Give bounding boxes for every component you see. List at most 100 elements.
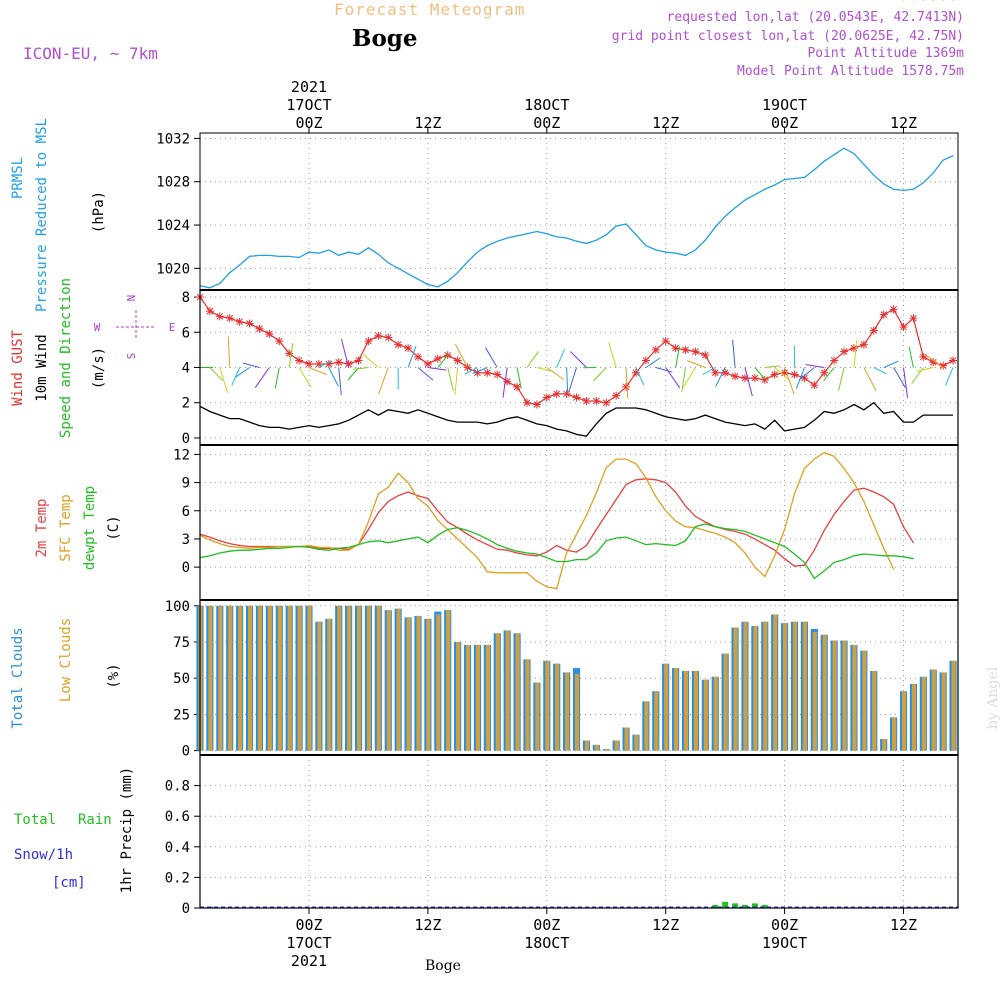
gust-marker: [631, 368, 640, 377]
wind-direction-arrow: [635, 367, 645, 386]
temp-2m-line-point: [268, 545, 270, 547]
temp-sfc-line-point: [407, 482, 409, 484]
temp-sfc-line-point: [288, 545, 290, 547]
bottom-hour-label: 00Z: [771, 916, 798, 934]
pressure-point: [942, 159, 944, 161]
wind-direction-arrow: [219, 367, 228, 393]
wind-direction-arrow: [308, 367, 328, 376]
temp-2m-line-point: [833, 514, 835, 516]
temp-sfc-line-point: [883, 547, 885, 549]
y-tick-label: 100: [165, 599, 190, 615]
gust-marker: [810, 381, 819, 390]
gust-marker: [374, 331, 383, 340]
header-title: Forecast Meteogram: [334, 0, 526, 19]
top-hour-label: 12Z: [890, 114, 917, 132]
location-title: Boge: [352, 25, 418, 52]
temp-dewpt-line-point: [932, 0, 934, 1]
gust-marker: [790, 370, 799, 379]
wind-direction-arrow: [883, 360, 899, 368]
temp-2m-line-point: [754, 538, 756, 540]
cloud-low-bar: [287, 605, 292, 751]
wind-direction-arrow: [347, 367, 359, 381]
pressure-point: [318, 252, 320, 254]
y-tick-label: 0: [182, 560, 190, 576]
pressure-point: [883, 183, 885, 185]
cloud-low-bar: [446, 610, 451, 751]
cloud-low-bar: [555, 663, 560, 751]
temp-dewpt-line-point: [903, 556, 905, 558]
wind-direction-arrow: [472, 367, 488, 374]
wind-direction-arrow: [516, 367, 522, 389]
gust-marker: [740, 374, 749, 383]
wind-direction-arrow: [254, 367, 270, 388]
wind-direction-arrow: [447, 367, 454, 391]
top-date-label: 18OCT: [524, 96, 569, 114]
temp-2m-line-point: [476, 539, 478, 541]
gust-marker: [879, 310, 888, 319]
gust-marker: [265, 330, 274, 339]
pressure-point: [566, 237, 568, 239]
temp-2m-line-point: [764, 544, 766, 546]
wind-direction-arrow: [340, 338, 350, 368]
temp-sfc-line-point: [625, 458, 627, 460]
pressure-point: [754, 194, 756, 196]
temp-sfc-line-point: [635, 463, 637, 465]
pressure-point: [912, 188, 915, 190]
cloud-low-bar: [218, 605, 223, 751]
pressure-point: [932, 172, 934, 174]
y-tick-label: 0: [182, 744, 190, 760]
top-hour-label: 00Z: [533, 114, 560, 132]
temp-dewpt-line-point: [377, 540, 379, 542]
temp-dewpt-line-point: [457, 527, 459, 529]
temp-dewpt-line-point: [873, 554, 875, 556]
y-tick-label: 1020: [156, 261, 190, 277]
temp-dewpt-line-point: [506, 547, 508, 549]
temp-2m-line-point: [486, 544, 488, 546]
temp-dewpt-line-point: [556, 560, 558, 562]
wind-direction-arrow: [427, 367, 447, 371]
temp-2m-line-point: [576, 551, 578, 553]
temp-sfc-line-point: [912, 0, 914, 1]
temp-dewpt-line-point: [843, 559, 845, 561]
temp-2m-line: [199, 478, 914, 567]
cloud-low-bar: [495, 633, 500, 751]
cloud-low-bar: [802, 621, 807, 751]
y-tick-label: 0.6: [165, 809, 190, 825]
gust-marker: [562, 389, 571, 398]
pressure-point: [556, 236, 558, 238]
wind-direction-arrow: [764, 365, 780, 368]
temp-dewpt-line-point: [427, 542, 429, 544]
temp-2m-line-point: [803, 564, 805, 566]
wind-dir-label: Speed and Direction: [58, 278, 74, 438]
cloud-low-bar: [664, 663, 669, 751]
gust-marker: [859, 340, 868, 349]
temp-sfc-line-point: [685, 526, 687, 528]
temp-dewpt-line-point: [774, 542, 776, 544]
pressure-point: [516, 235, 518, 237]
temp-sfc-line-point: [724, 536, 726, 538]
temp-dewpt-line-point: [387, 542, 389, 544]
gust-marker: [780, 368, 789, 377]
pressure-point: [655, 249, 657, 251]
temp-sfc-line-point: [803, 467, 805, 469]
temp-sfc-line-point: [556, 588, 558, 590]
temp-dewpt-line-point: [278, 547, 280, 549]
y-tick-label: 2: [182, 396, 190, 412]
temp-2m-line-point: [605, 514, 607, 516]
temp-dewpt-line-point: [833, 561, 835, 563]
temp-2m-line-point: [516, 552, 518, 554]
temp-sfc-line-point: [219, 543, 221, 545]
gust-marker: [542, 393, 551, 402]
cloud-low-bar: [317, 621, 322, 751]
temp-dewpt-line-point: [566, 560, 568, 562]
temp-dewpt-line-point: [476, 533, 478, 535]
cloud-low-bar: [862, 650, 867, 751]
temp-sfc-line-point: [457, 538, 459, 540]
temp-dewpt-line-point: [883, 555, 885, 557]
temp-sfc-line-point: [397, 472, 399, 474]
pressure-point: [675, 252, 677, 254]
pressure-point: [338, 254, 340, 256]
pressure-line: [199, 147, 954, 289]
temp-dewpt-line-point: [794, 553, 796, 555]
gust-marker: [503, 377, 512, 386]
